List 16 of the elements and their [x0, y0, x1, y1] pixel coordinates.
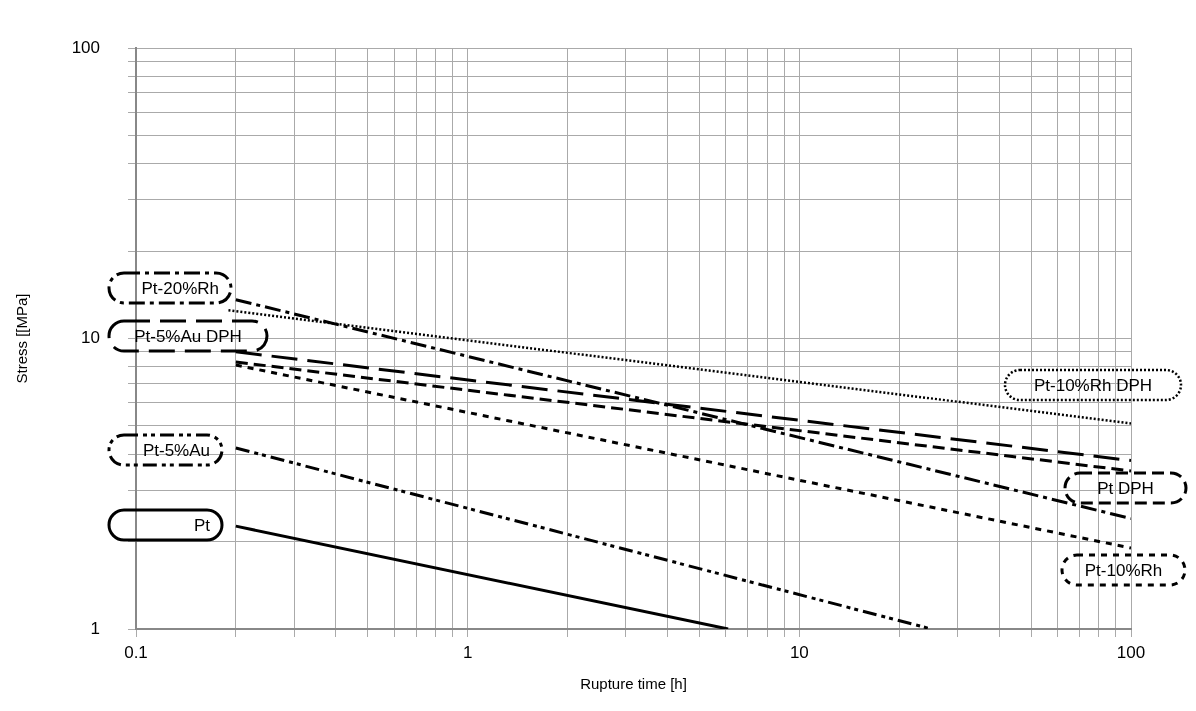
- y-axis-title: Stress [[MPa]: [13, 293, 31, 384]
- y-tick-label: 10: [81, 328, 100, 348]
- series-label: Pt-20%Rh: [141, 278, 219, 298]
- x-tick-label: 10: [789, 642, 809, 662]
- y-tick-label: 100: [71, 37, 100, 57]
- series-label: Pt-5%Au DPH: [134, 326, 242, 346]
- series-label: Pt-10%Rh DPH: [1033, 375, 1153, 395]
- x-tick-label: 1: [462, 642, 473, 662]
- x-tick-label: 0.1: [124, 642, 148, 662]
- x-tick-label: 100: [1116, 642, 1146, 662]
- series-label: Pt: [193, 515, 211, 535]
- x-axis-title: Rupture time [h]: [580, 675, 687, 693]
- series-label: Pt DPH: [1097, 478, 1154, 498]
- series-label: Pt-5%Au: [142, 440, 210, 460]
- y-tick-label: 1: [90, 618, 100, 638]
- series-label: Pt-10%Rh: [1084, 560, 1163, 580]
